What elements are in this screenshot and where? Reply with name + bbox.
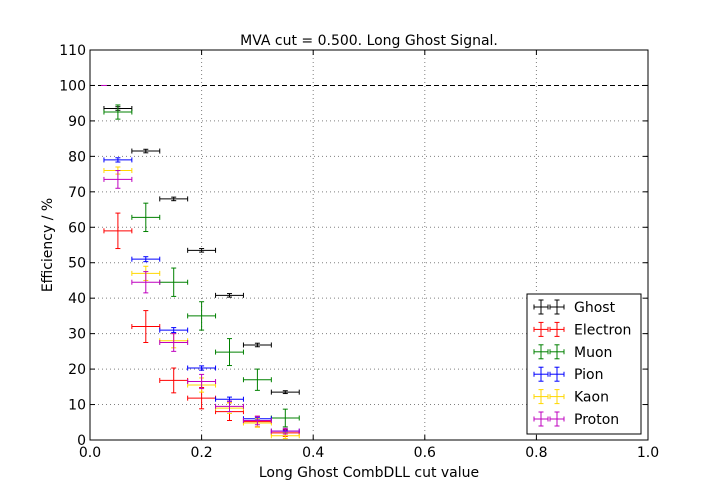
x-axis-label: Long Ghost CombDLL cut value <box>259 465 479 481</box>
legend-label: Muon <box>574 345 612 361</box>
y-tick-label: 70 <box>68 185 86 201</box>
data-point <box>159 333 189 352</box>
data-point <box>270 408 300 428</box>
data-point <box>159 327 189 334</box>
plot-frame <box>89 49 649 441</box>
x-tick-label: 0.8 <box>525 445 547 461</box>
data-point <box>270 427 300 435</box>
y-tick-label: 40 <box>68 291 86 307</box>
data-point <box>215 338 244 367</box>
chart-title: MVA cut = 0.500. Long Ghost Signal. <box>240 33 498 49</box>
data-point <box>131 202 161 233</box>
data-point <box>187 301 217 331</box>
legend-entry-pion: Pion <box>533 366 603 383</box>
data-point <box>215 400 244 413</box>
x-ticks: 0.0 0.2 0.4 0.6 0.8 1.0 <box>79 50 659 461</box>
legend-label: Pion <box>574 367 603 383</box>
series-muon <box>103 104 300 428</box>
x-tick-label: 0.6 <box>414 445 436 461</box>
x-tick-label: 0.4 <box>302 445 324 461</box>
y-tick-label: 20 <box>68 362 86 378</box>
x-tick-label: 1.0 <box>637 445 659 461</box>
y-axis-label: Efficiency / % <box>40 198 56 292</box>
legend-label: Ghost <box>574 300 616 316</box>
y-tick-label: 80 <box>68 149 86 165</box>
y-tick-label: 50 <box>68 256 86 272</box>
legend-entry-proton: Proton <box>533 411 619 428</box>
series-proton <box>100 84 300 435</box>
data-point <box>242 368 272 391</box>
y-tick-label: 0 <box>77 433 86 449</box>
data-point <box>187 373 217 390</box>
data-point <box>242 342 272 348</box>
data-point <box>159 367 189 394</box>
data-point <box>103 212 133 250</box>
legend-box <box>526 293 642 435</box>
data-point <box>131 148 161 154</box>
x-tick-label: 0.2 <box>190 445 212 461</box>
data-point <box>131 310 161 343</box>
y-tick-label: 60 <box>68 220 86 236</box>
data-point <box>215 292 244 298</box>
y-tick-label: 110 <box>59 43 86 59</box>
y-tick-label: 90 <box>68 114 86 130</box>
data-point <box>103 104 133 120</box>
series-ghost <box>103 106 300 395</box>
y-tick-label: 30 <box>68 327 86 343</box>
y-ticks: 0 10 20 30 40 50 60 70 80 90 100 110 <box>59 43 648 449</box>
data-point <box>131 271 161 294</box>
legend-label: Electron <box>574 322 631 338</box>
legend-label: Proton <box>574 412 619 428</box>
data-point <box>270 432 300 440</box>
data-point <box>270 389 300 395</box>
data-point <box>103 157 133 163</box>
data-point <box>159 196 189 202</box>
x-tick-label: 0.0 <box>79 445 101 461</box>
legend-entry-electron: Electron <box>533 321 631 338</box>
data-point <box>187 365 217 371</box>
y-tick-label: 10 <box>68 398 86 414</box>
legend-entry-muon: Muon <box>533 344 612 361</box>
legend-label: Kaon <box>574 390 609 406</box>
data-point <box>187 247 217 253</box>
data-point <box>242 415 272 426</box>
legend-entry-kaon: Kaon <box>533 389 609 406</box>
data-point <box>159 267 189 297</box>
y-tick-label: 100 <box>59 78 86 94</box>
data-point <box>103 170 133 189</box>
data-point <box>131 256 161 263</box>
legend-entry-ghost: Ghost <box>533 299 616 316</box>
legend: Ghost Electron Muon Pion Kaon Proton <box>526 293 642 435</box>
series-group <box>100 84 300 440</box>
